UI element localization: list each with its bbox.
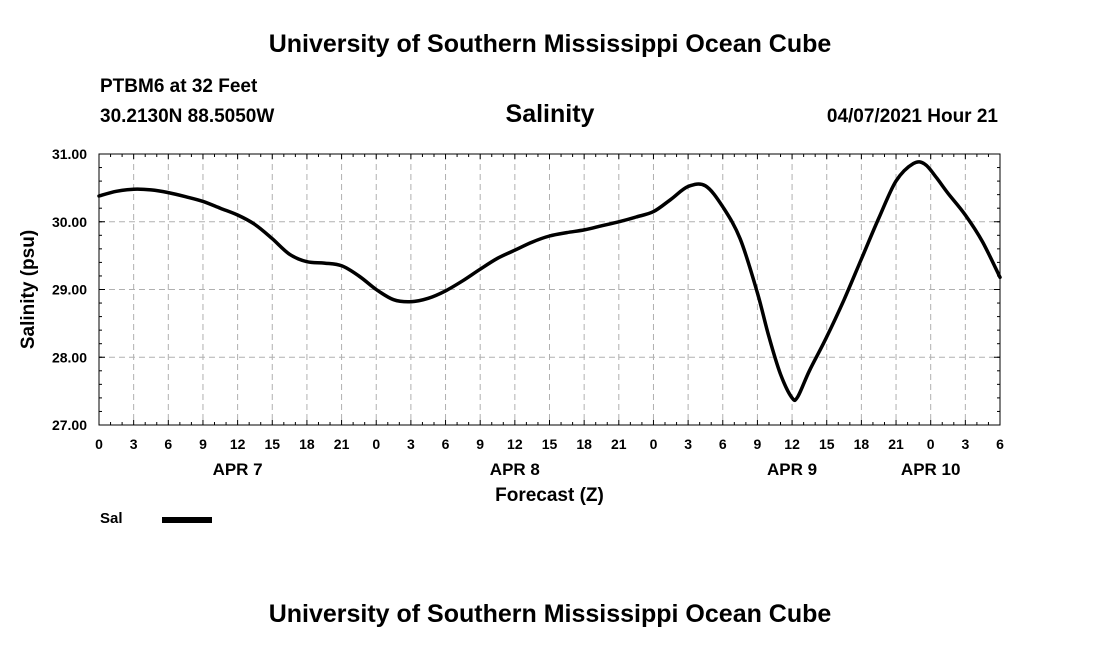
x-tick-label: 15 <box>819 436 835 452</box>
x-tick-label: 9 <box>476 436 484 452</box>
day-label: APR 9 <box>767 460 817 479</box>
series-line-sal <box>97 160 1002 403</box>
grid <box>99 154 1000 425</box>
x-tick-label: 12 <box>784 436 800 452</box>
station-label: PTBM6 at 32 Feet <box>100 76 258 97</box>
parameter-title: Salinity <box>505 100 595 128</box>
x-tick-label: 18 <box>299 436 315 452</box>
axis-labels: 0 3 6 9 12 15 18 21 0 3 6 9 12 15 18 21 0 3 6 9 12 15 18 21 0 3 6 2… <box>52 146 1004 479</box>
legend-swatch <box>162 517 212 523</box>
x-tick-label: 18 <box>854 436 870 452</box>
x-tick-label: 15 <box>264 436 280 452</box>
axis-ticks <box>98 153 1001 426</box>
x-tick-label: 9 <box>754 436 762 452</box>
x-tick-label: 0 <box>650 436 658 452</box>
x-tick-label: 18 <box>576 436 592 452</box>
chart-title-top: University of Southern Mississippi Ocean… <box>268 30 832 58</box>
x-tick-label: 6 <box>164 436 172 452</box>
day-label: APR 10 <box>901 460 961 479</box>
x-tick-label: 9 <box>199 436 207 452</box>
x-tick-label: 0 <box>95 436 103 452</box>
y-tick-label: 31.00 <box>52 146 87 162</box>
coordinates-label: 30.2130N 88.5050W <box>100 106 275 127</box>
day-label: APR 7 <box>213 460 263 479</box>
x-tick-label: 6 <box>442 436 450 452</box>
x-tick-label: 3 <box>407 436 415 452</box>
y-tick-label: 29.00 <box>52 282 87 298</box>
x-tick-label: 21 <box>611 436 627 452</box>
x-axis-label: Forecast (Z) <box>495 485 604 506</box>
x-tick-label: 12 <box>507 436 523 452</box>
datetime-label: 04/07/2021 Hour 21 <box>826 106 998 127</box>
y-tick-label: 30.00 <box>52 214 87 230</box>
legend-label: Sal <box>100 510 123 527</box>
x-tick-label: 0 <box>927 436 935 452</box>
x-tick-label: 21 <box>888 436 904 452</box>
x-tick-label: 6 <box>996 436 1004 452</box>
x-tick-label: 15 <box>542 436 558 452</box>
x-tick-label: 3 <box>961 436 969 452</box>
chart-title-bottom: University of Southern Mississippi Ocean… <box>268 600 832 628</box>
day-label: APR 8 <box>490 460 540 479</box>
x-tick-label: 3 <box>130 436 138 452</box>
x-tick-label: 0 <box>372 436 380 452</box>
x-tick-label: 21 <box>334 436 350 452</box>
x-tick-label: 6 <box>719 436 727 452</box>
x-tick-label: 12 <box>230 436 246 452</box>
y-tick-label: 28.00 <box>52 349 87 365</box>
y-axis-label: Salinity (psu) <box>18 230 39 349</box>
x-tick-label: 3 <box>684 436 692 452</box>
y-tick-label: 27.00 <box>52 417 87 433</box>
